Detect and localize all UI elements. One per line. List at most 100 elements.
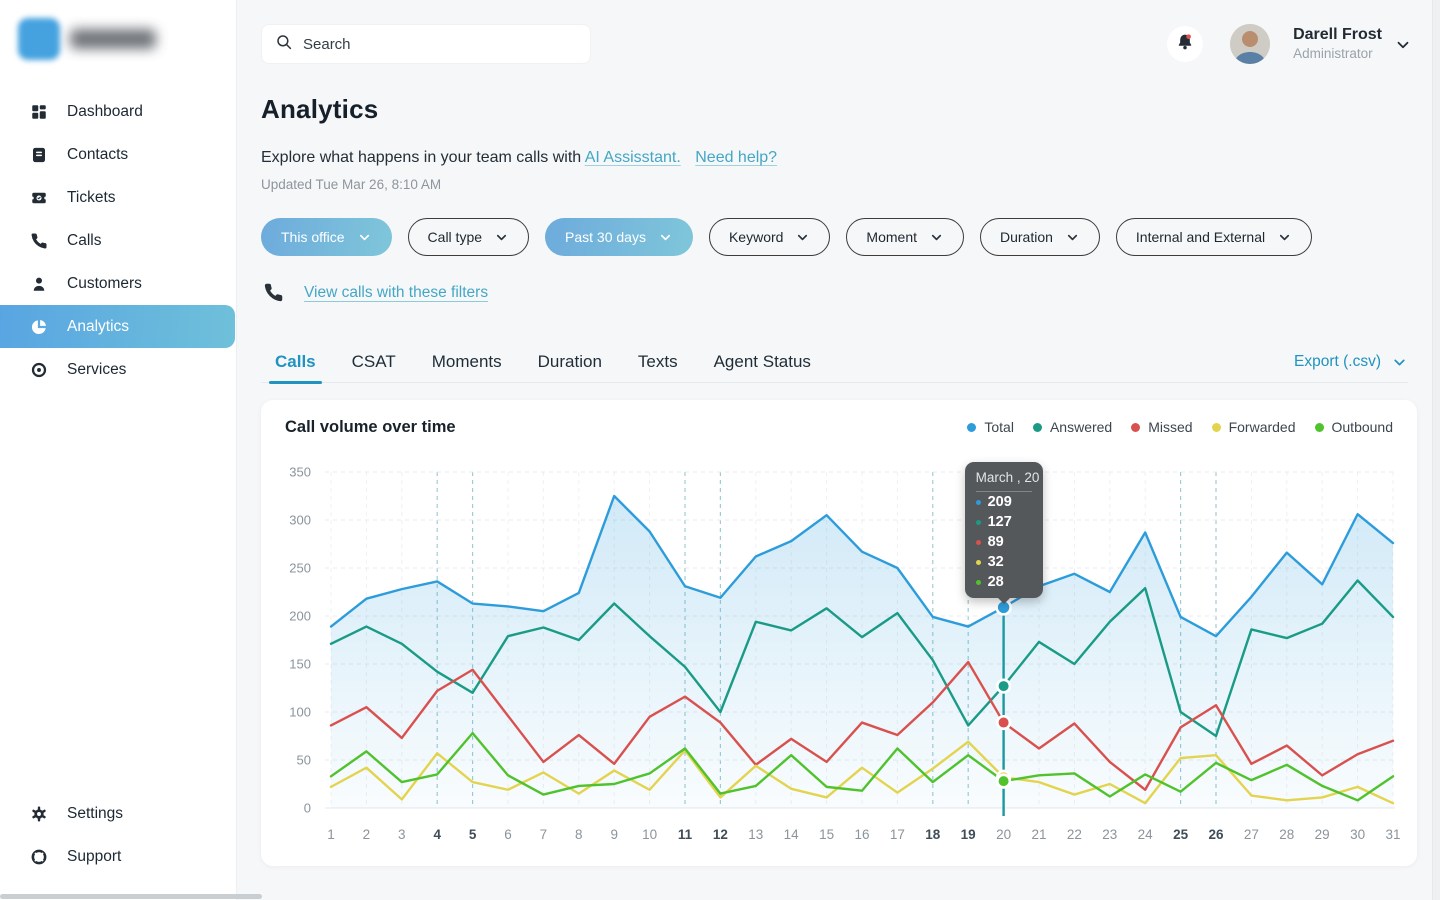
export-csv-button[interactable]: Export (.csv) xyxy=(1294,353,1408,371)
tooltip-value: 28 xyxy=(987,574,1004,590)
sidebar-item-customers[interactable]: Customers xyxy=(0,262,236,305)
legend-item-total[interactable]: Total xyxy=(967,419,1014,435)
tooltip-row-total: 209 xyxy=(975,492,1032,512)
chart-tooltip: March , 20 209 127 89 32 28 xyxy=(964,462,1043,604)
svg-text:28: 28 xyxy=(1279,827,1294,842)
svg-text:7: 7 xyxy=(540,827,548,842)
filter-keyword[interactable]: Keyword xyxy=(708,218,831,256)
tooltip-row-forwarded: 32 xyxy=(975,552,1032,572)
legend-dot-icon xyxy=(967,422,977,432)
phone-icon xyxy=(29,231,48,250)
phone-icon xyxy=(263,282,284,303)
avatar[interactable] xyxy=(1230,24,1270,64)
filter-label: This office xyxy=(281,229,345,245)
filter-past-30-days[interactable]: Past 30 days xyxy=(545,218,693,256)
pie-chart-icon xyxy=(29,317,48,336)
svg-text:14: 14 xyxy=(784,827,800,842)
svg-text:29: 29 xyxy=(1315,827,1330,842)
tooltip-dot-icon xyxy=(975,519,981,525)
sidebar-item-tickets[interactable]: Tickets xyxy=(0,176,236,219)
user-role: Administrator xyxy=(1293,46,1373,61)
filter-duration[interactable]: Duration xyxy=(980,218,1100,256)
person-icon xyxy=(29,274,48,293)
tooltip-point-answered xyxy=(995,678,1012,694)
svg-text:27: 27 xyxy=(1244,827,1259,842)
svg-text:150: 150 xyxy=(289,657,311,672)
export-chevron-icon xyxy=(1391,354,1408,371)
series-line-missed xyxy=(329,660,1395,791)
sidebar-item-settings[interactable]: Settings xyxy=(0,792,236,835)
tab-moments[interactable]: Moments xyxy=(431,352,502,371)
vertical-scrollbar[interactable] xyxy=(1432,0,1440,900)
legend-label: Forwarded xyxy=(1228,419,1296,435)
legend-dot-icon xyxy=(1211,422,1221,432)
sidebar-footer-nav: Settings Support xyxy=(0,792,236,878)
topbar: Darell Frost Administrator xyxy=(237,0,1440,88)
legend-item-outbound[interactable]: Outbound xyxy=(1314,419,1393,435)
view-calls-link[interactable]: View calls with these filters xyxy=(304,283,489,301)
svg-text:200: 200 xyxy=(289,609,311,624)
filters-bar: This office Call type Past 30 days Keyword M… xyxy=(261,218,1313,256)
filter-label: Past 30 days xyxy=(565,229,646,245)
svg-text:15: 15 xyxy=(819,827,834,842)
search-box[interactable] xyxy=(261,24,591,64)
user-menu-chevron-icon[interactable] xyxy=(1394,36,1412,59)
ticket-icon xyxy=(29,188,48,207)
filter-this-office[interactable]: This office xyxy=(261,218,392,256)
sidebar-item-label: Services xyxy=(67,360,127,378)
svg-text:24: 24 xyxy=(1138,827,1154,842)
legend-item-forwarded[interactable]: Forwarded xyxy=(1211,419,1296,435)
dashboard-grid-icon xyxy=(29,102,48,121)
main-content: Analytics Explore what happens in your t… xyxy=(237,0,1432,900)
horizontal-scrollbar[interactable] xyxy=(0,894,262,899)
svg-text:9: 9 xyxy=(610,827,618,842)
user-menu[interactable]: Darell Frost Administrator xyxy=(1293,26,1382,61)
search-input[interactable] xyxy=(303,35,577,53)
tab-csat[interactable]: CSAT xyxy=(351,352,396,371)
ai-assistant-link[interactable]: AI Assisstant. xyxy=(584,149,681,166)
tab-texts[interactable]: Texts xyxy=(637,352,678,371)
svg-text:26: 26 xyxy=(1208,827,1224,842)
sidebar-item-dashboard[interactable]: Dashboard xyxy=(0,90,236,133)
tooltip-value: 32 xyxy=(987,554,1004,570)
search-icon xyxy=(275,33,293,56)
bell-icon xyxy=(1175,32,1195,57)
tab-agent-status[interactable]: Agent Status xyxy=(713,352,811,371)
tooltip-value: 209 xyxy=(987,494,1012,510)
lifebuoy-icon xyxy=(29,847,48,866)
sidebar-item-label: Calls xyxy=(67,231,102,249)
tab-duration[interactable]: Duration xyxy=(537,352,602,371)
sidebar-item-calls[interactable]: Calls xyxy=(0,219,236,262)
filter-label: Duration xyxy=(1000,229,1053,245)
filter-call-type[interactable]: Call type xyxy=(407,218,530,256)
legend-item-answered[interactable]: Answered xyxy=(1032,419,1113,435)
sidebar-nav: Dashboard Contacts Tickets Calls Customers An… xyxy=(0,90,236,391)
series-line-total xyxy=(329,494,1395,638)
chevron-down-icon xyxy=(494,230,509,245)
updated-timestamp: Updated Tue Mar 26, 8:10 AM xyxy=(261,177,442,192)
legend-label: Answered xyxy=(1049,419,1113,435)
svg-text:13: 13 xyxy=(748,827,763,842)
tab-calls[interactable]: Calls xyxy=(269,352,322,384)
sidebar-item-services[interactable]: Services xyxy=(0,348,236,391)
legend-item-missed[interactable]: Missed xyxy=(1131,419,1193,435)
app-logo[interactable] xyxy=(18,18,156,60)
chevron-down-icon xyxy=(1277,230,1292,245)
svg-text:25: 25 xyxy=(1173,827,1189,842)
series-line-outbound xyxy=(329,731,1395,802)
svg-text:1: 1 xyxy=(327,827,335,842)
svg-text:31: 31 xyxy=(1385,827,1400,842)
need-help-link[interactable]: Need help? xyxy=(695,149,778,166)
notifications-button[interactable] xyxy=(1167,26,1203,62)
legend-label: Total xyxy=(984,419,1014,435)
legend-dot-icon xyxy=(1131,422,1141,432)
filter-internal-and-external[interactable]: Internal and External xyxy=(1115,218,1313,256)
filter-label: Internal and External xyxy=(1135,229,1266,245)
sidebar-item-contacts[interactable]: Contacts xyxy=(0,133,236,176)
svg-text:6: 6 xyxy=(504,827,512,842)
sidebar-item-label: Contacts xyxy=(67,145,129,163)
filter-moment[interactable]: Moment xyxy=(846,218,964,256)
line-chart[interactable]: 0 50 100 150 200 250 300 350 1 2 3 4 5 6 7 8 9 10 11 12 13 14… xyxy=(285,458,1401,854)
sidebar-item-analytics[interactable]: Analytics xyxy=(0,305,235,348)
sidebar-item-support[interactable]: Support xyxy=(0,835,236,878)
